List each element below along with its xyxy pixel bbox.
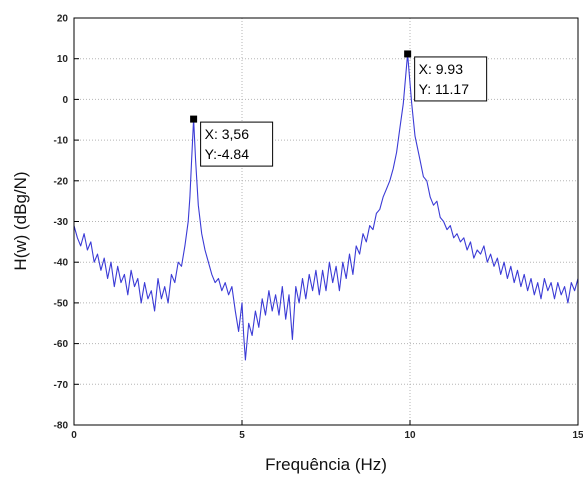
y-tick-label: -80 — [54, 421, 69, 432]
y-tick-label: 10 — [57, 54, 69, 65]
x-tick-label: 10 — [404, 430, 416, 441]
y-tick-label: -40 — [54, 258, 69, 269]
x-tick-label: 5 — [239, 430, 245, 441]
datatip-y-text: Y: 11.17 — [419, 81, 470, 97]
y-tick-label: -60 — [54, 339, 69, 350]
series-line — [73, 53, 579, 361]
x-axis-label: Frequência (Hz) — [265, 455, 387, 474]
y-tick-label: -30 — [54, 217, 69, 228]
datatip-x-text: X: 9.93 — [419, 61, 464, 77]
y-tick-label: -20 — [54, 176, 69, 187]
x-tick-label: 0 — [71, 430, 77, 441]
y-tick-label: -70 — [54, 380, 69, 391]
datatip-y-text: Y:-4.84 — [205, 146, 250, 162]
datatip-2[interactable]: X: 9.93 Y: 11.17 — [404, 50, 488, 102]
axis-ticks: 0 5 10 15 20 10 0 -10 -20 -30 -40 -50 -60 -70 -80 — [54, 14, 583, 442]
datatip-marker — [190, 115, 198, 123]
datatips: X: 3,56 Y:-4.84 X: 9.93 Y: 11.17 — [190, 50, 488, 167]
y-axis-label: H(w) (dBg/N) — [11, 171, 30, 270]
datatip-marker — [404, 50, 412, 58]
plot-border — [73, 17, 579, 426]
y-tick-label: 20 — [57, 14, 69, 25]
x-tick-label: 15 — [572, 430, 583, 441]
datatip-x-text: X: 3,56 — [205, 126, 250, 142]
datatip-box — [414, 56, 488, 102]
y-tick-label: 0 — [62, 95, 68, 106]
datatip-box — [200, 121, 274, 167]
y-tick-label: -50 — [54, 298, 69, 309]
datatip-1[interactable]: X: 3,56 Y:-4.84 — [190, 115, 274, 167]
y-tick-label: -10 — [54, 136, 69, 147]
